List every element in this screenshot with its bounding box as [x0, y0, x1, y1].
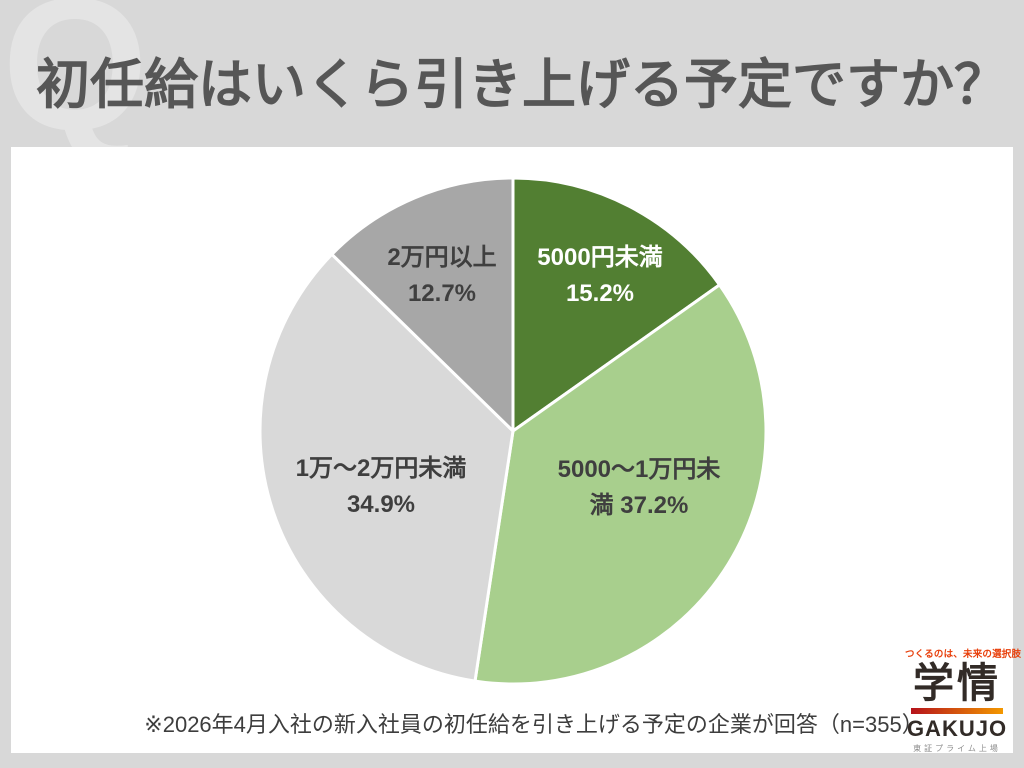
pie-label-value: 15.2%: [565, 280, 635, 307]
pie-label-text: 1万～2万円未満: [295, 455, 467, 482]
page-title: 初任給はいくら引き上げる予定ですか？: [36, 55, 1008, 115]
q-watermark: Q: [2, 0, 149, 169]
pie-slice: [511, 176, 722, 433]
logo-name-japanese: 学情: [913, 659, 1001, 706]
pie-chart-area: 5000円未満 15.2% 5000～1万円未 満 37.2% 1万～2万円未満…: [257, 175, 769, 687]
pie-label-5000-to-10000yen: 5000～1万円未 満 37.2%: [558, 452, 721, 524]
pie-label-value: 12.7%: [407, 280, 477, 307]
gakujo-logo: つくるのは、未来の選択肢 学情 GAKUJO 東証プライム上場: [905, 649, 1022, 753]
pie-label-10000-to-20000yen: 1万～2万円未満 34.9%: [296, 451, 467, 523]
footnote: ※2026年4月入社の新入社員の初任給を引き上げる予定の企業が回答（n=355）: [144, 712, 924, 737]
pie-label-over-20000yen: 2万円以上 12.7%: [387, 240, 496, 312]
pie-slice: [330, 176, 515, 433]
chart-panel: 5000円未満 15.2% 5000～1万円未 満 37.2% 1万～2万円未満…: [11, 147, 1022, 753]
pie-label-text: 5000～1万円未: [557, 456, 721, 483]
pie-label-text: 2万円以上: [387, 244, 497, 271]
pie-label-value: 満 37.2%: [589, 492, 689, 519]
pie-label-text: 5000円未満: [537, 244, 663, 271]
logo-listing-text: 東証プライム上場: [913, 743, 1001, 753]
logo-tagline: つくるのは、未来の選択肢: [905, 649, 1022, 660]
pie-slice: [258, 252, 515, 683]
pie-label-under-5000yen: 5000円未満 15.2%: [537, 240, 662, 312]
logo-gradient-bar: [911, 707, 1003, 714]
pie-label-value: 34.9%: [346, 491, 416, 518]
logo-name-english: GAKUJO: [906, 715, 1008, 741]
pie-slice: [473, 283, 768, 686]
pie-chart: [258, 176, 768, 686]
